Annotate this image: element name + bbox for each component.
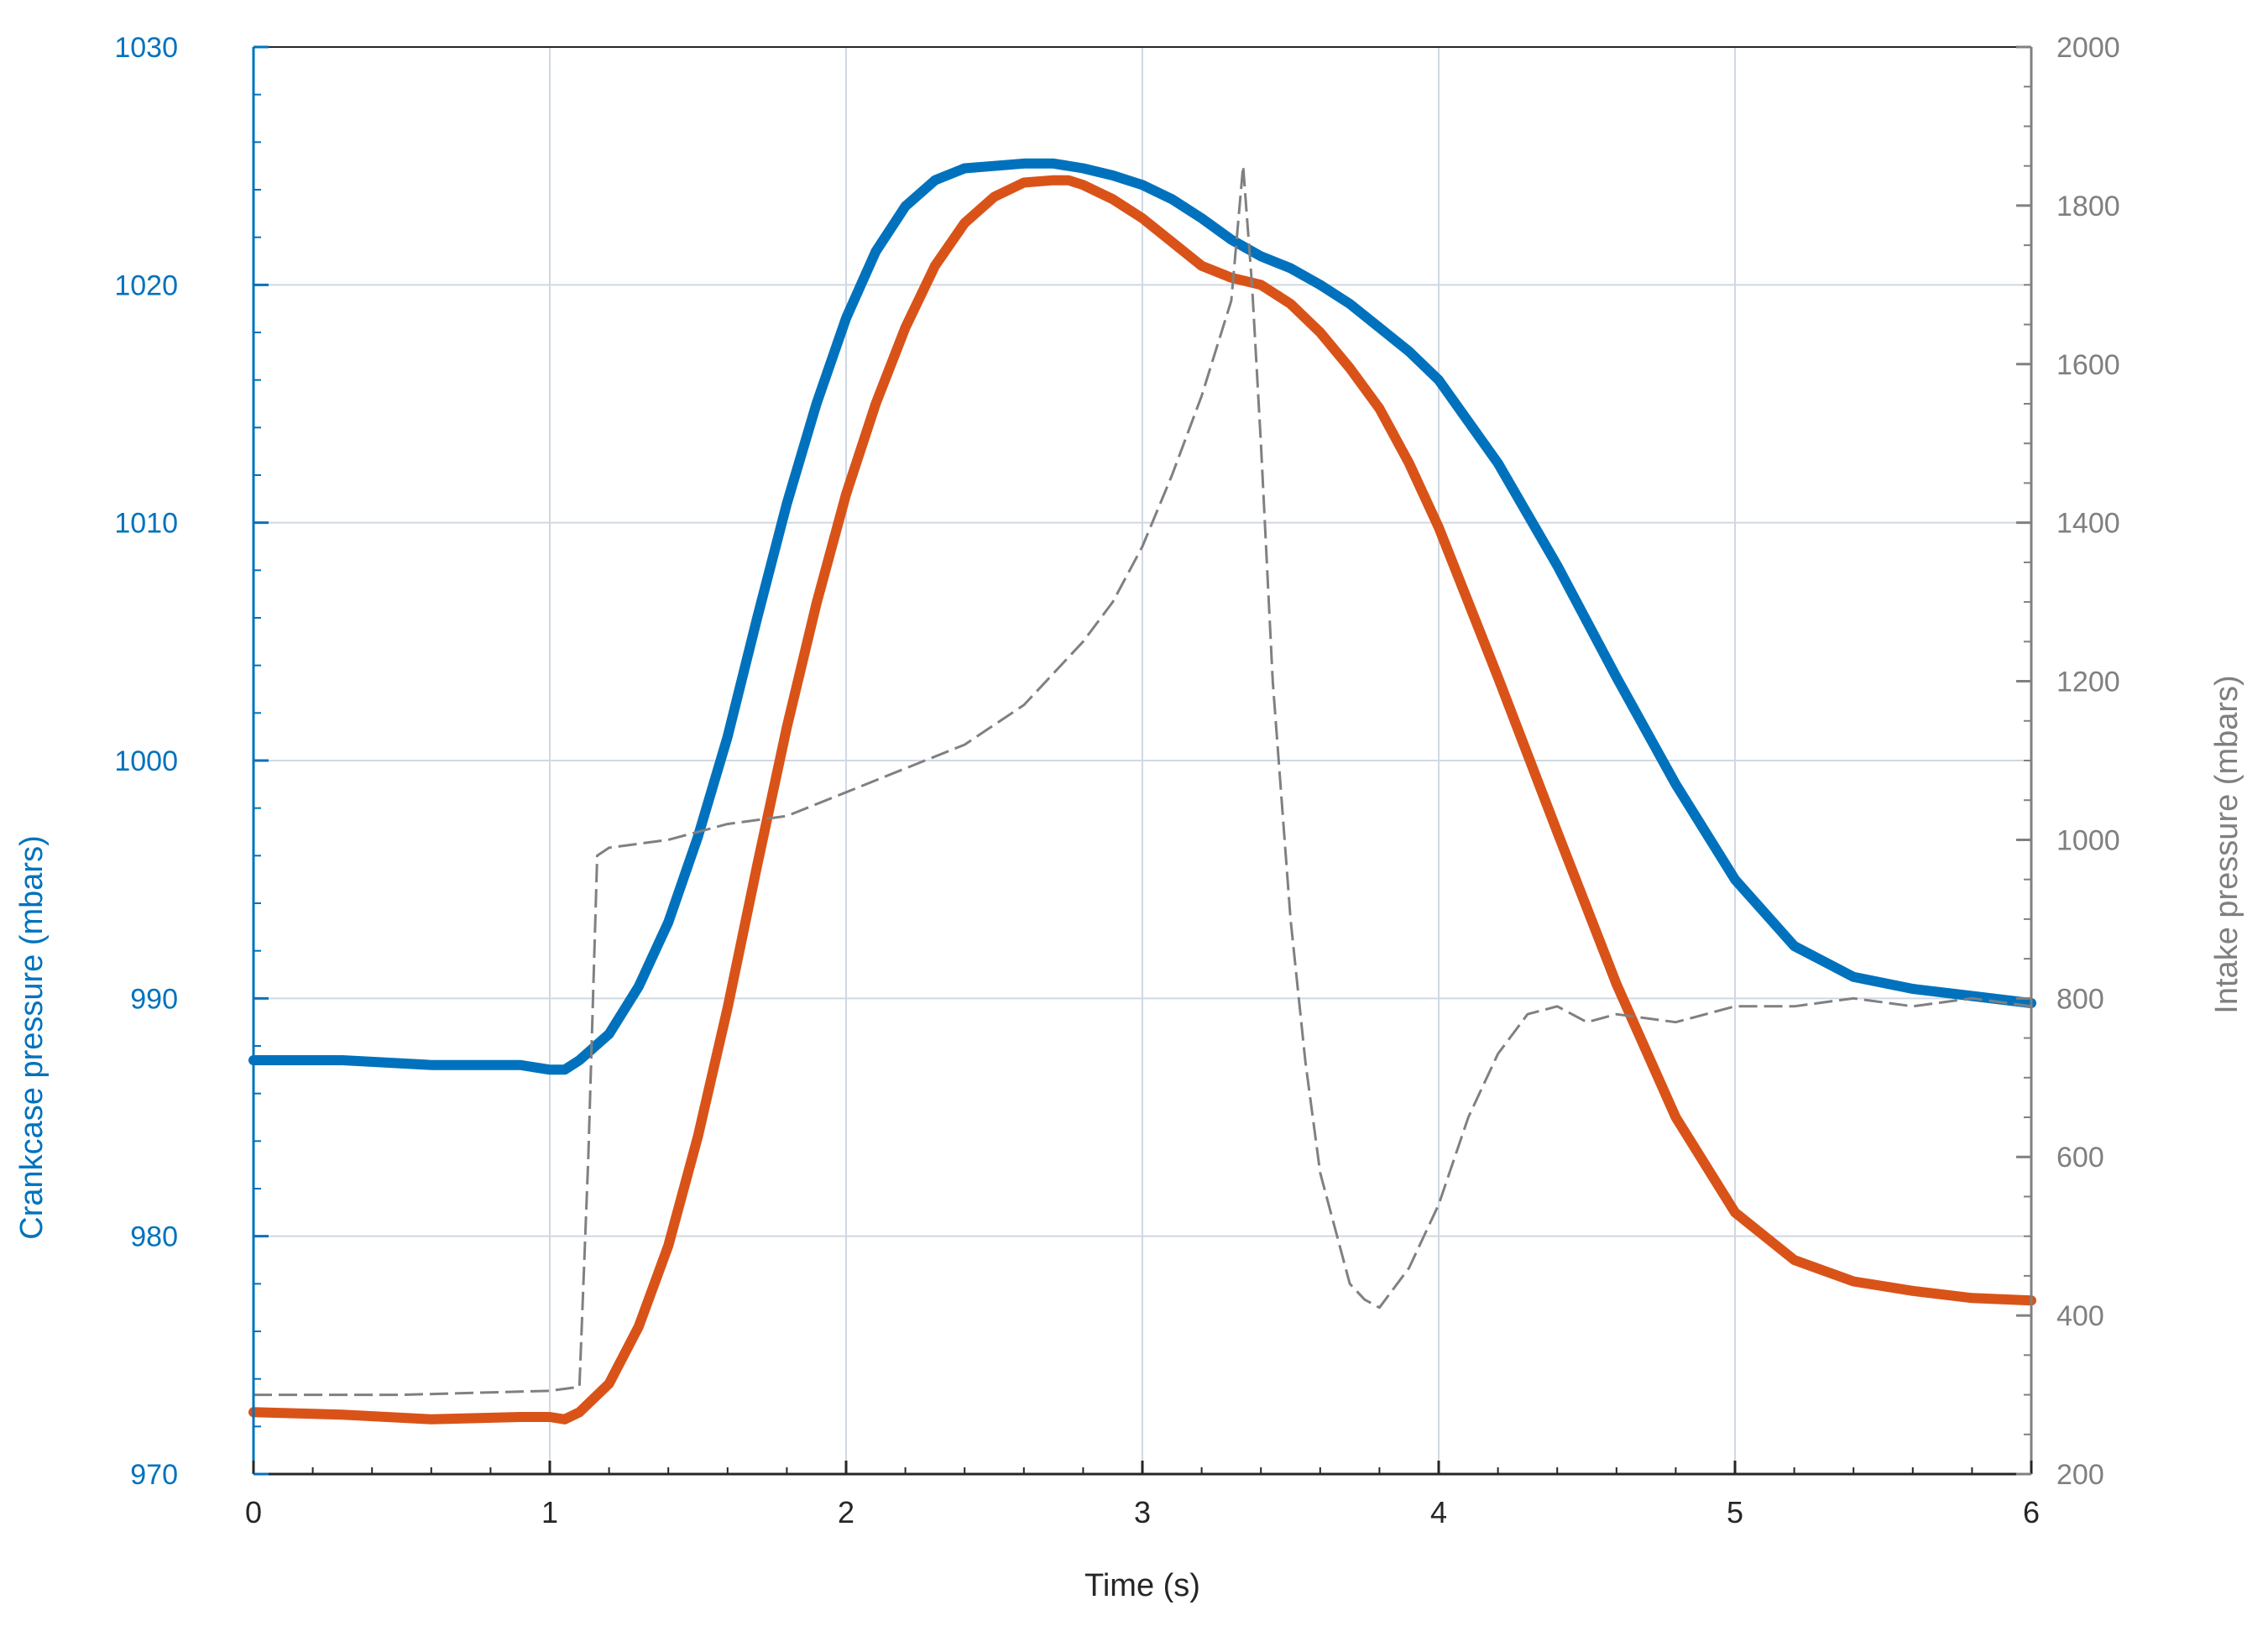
x-tick-label: 3 xyxy=(1134,1495,1151,1529)
x-tick-label: 4 xyxy=(1430,1495,1447,1529)
y-right-tick-label: 1400 xyxy=(2056,508,2120,540)
y-right-tick-label: 1000 xyxy=(2056,824,2120,856)
x-tick-label: 6 xyxy=(2023,1495,2040,1529)
y-right-tick-label: 1600 xyxy=(2056,349,2120,381)
y-left-tick-label: 1010 xyxy=(114,508,178,540)
y-right-tick-label: 600 xyxy=(2056,1142,2104,1174)
grid xyxy=(253,47,2031,1474)
series-line-2 xyxy=(248,175,2036,1425)
y-right-tick-label: 1200 xyxy=(2056,667,2120,698)
y-left-tick-label: 1000 xyxy=(114,745,178,777)
y-left-tick-label: 990 xyxy=(130,983,178,1015)
y-right-tick-label: 200 xyxy=(2056,1459,2104,1491)
axes xyxy=(252,45,2033,1476)
series-line-3 xyxy=(253,165,2032,1397)
y-right-tick-label: 800 xyxy=(2056,983,2104,1015)
y-axis-left-title: Crankcase pressure (mbars) xyxy=(14,835,50,1239)
y-left-tick-label: 970 xyxy=(130,1459,178,1491)
y-left-tick-label: 1020 xyxy=(114,269,178,301)
series-layer xyxy=(248,158,2036,1425)
y-right-tick-label: 400 xyxy=(2056,1300,2104,1332)
tick-labels: 0 1 2 3 4 5 6 970 980 990 1000 1010 1020 1030 200 400 60… xyxy=(114,32,2119,1529)
y-right-tick-label: 1800 xyxy=(2056,191,2120,222)
x-axis-title: Time (s) xyxy=(1084,1568,1200,1603)
x-tick-label: 0 xyxy=(245,1495,262,1529)
x-tick-label: 2 xyxy=(838,1495,854,1529)
y-right-tick-label: 2000 xyxy=(2056,32,2120,64)
y-left-tick-label: 980 xyxy=(130,1221,178,1253)
x-tick-label: 1 xyxy=(541,1495,558,1529)
x-tick-label: 5 xyxy=(1727,1495,1743,1529)
y-axis-right-title: Intake pressure (mbars) xyxy=(2209,675,2244,1013)
series-line-1 xyxy=(248,158,2036,1075)
y-left-tick-label: 1030 xyxy=(114,32,178,64)
